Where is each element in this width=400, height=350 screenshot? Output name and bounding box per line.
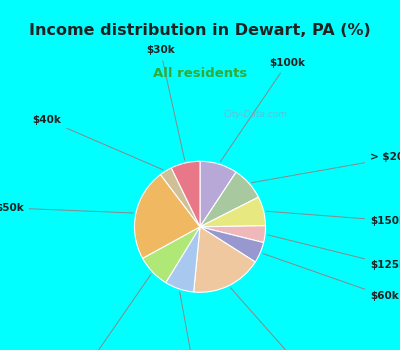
Text: $150k: $150k [266,211,400,225]
Wedge shape [134,175,200,258]
Text: $200k: $200k [57,274,151,350]
Wedge shape [200,197,266,227]
Text: City-Data.com: City-Data.com [224,110,288,119]
Wedge shape [194,227,255,292]
Text: $30k: $30k [146,46,185,160]
Text: $20k: $20k [180,292,214,350]
Wedge shape [142,227,200,283]
Wedge shape [166,227,200,292]
Wedge shape [200,227,264,262]
Text: $40k: $40k [32,115,163,170]
Wedge shape [160,168,200,227]
Wedge shape [171,161,200,227]
Text: Income distribution in Dewart, PA (%): Income distribution in Dewart, PA (%) [29,23,371,38]
Text: All residents: All residents [153,67,247,80]
Text: $125k: $125k [268,235,400,270]
Wedge shape [200,172,258,227]
Text: $60k: $60k [263,253,399,301]
Wedge shape [200,226,266,243]
Wedge shape [200,161,236,227]
Text: $100k: $100k [220,58,305,162]
Text: $75k: $75k [230,288,336,350]
Text: $50k: $50k [0,203,133,213]
Text: > $200k: > $200k [252,153,400,183]
